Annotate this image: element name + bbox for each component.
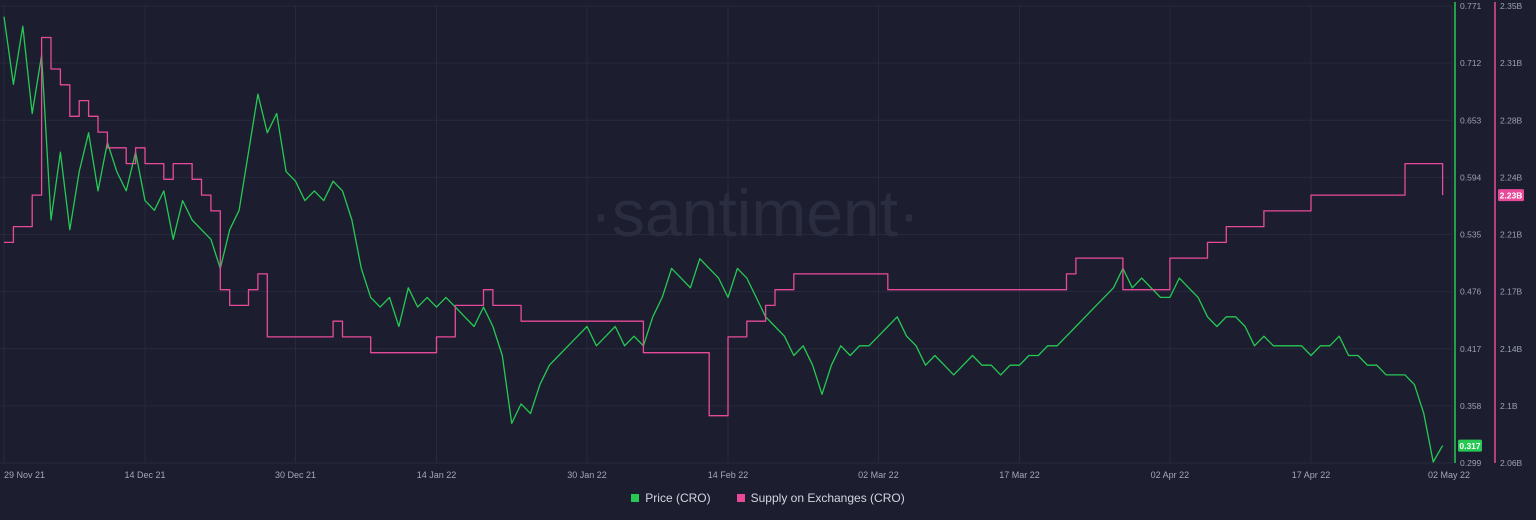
supply-y-tick-label: 2.35B bbox=[1500, 1, 1523, 11]
x-tick-label: 14 Jan 22 bbox=[417, 470, 457, 480]
price-y-tick-label: 0.653 bbox=[1460, 115, 1482, 125]
legend-label-supply: Supply on Exchanges (CRO) bbox=[750, 491, 905, 505]
supply-y-tick-label: 2.1B bbox=[1500, 401, 1518, 411]
x-tick-label: 02 Mar 22 bbox=[858, 470, 899, 480]
supply-swatch-icon bbox=[736, 494, 745, 502]
x-tick-label: 17 Mar 22 bbox=[999, 470, 1040, 480]
axes bbox=[1454, 2, 1496, 463]
watermark: ·santiment· bbox=[590, 176, 920, 250]
x-tick-label: 02 Apr 22 bbox=[1151, 470, 1190, 480]
x-tick-label: 14 Dec 21 bbox=[125, 470, 166, 480]
price-y-tick-label: 0.358 bbox=[1460, 401, 1482, 411]
price-series-line bbox=[3, 16, 1444, 463]
x-tick-label: 29 Nov 21 bbox=[4, 470, 45, 480]
price-y-tick-label: 0.712 bbox=[1460, 58, 1482, 68]
price-y-tick-label: 0.535 bbox=[1460, 230, 1482, 240]
supply-y-tick-label: 2.28B bbox=[1500, 115, 1523, 125]
price-swatch-icon bbox=[631, 494, 640, 502]
price-last-value-label: 0.317 bbox=[1459, 441, 1481, 451]
grid-lines bbox=[0, 5, 1453, 464]
legend-item-supply[interactable]: Supply on Exchanges (CRO) bbox=[736, 491, 905, 505]
axis-labels: 29 Nov 21 14 Dec 21 30 Dec 21 14 Jan 22 30 J… bbox=[4, 1, 1524, 480]
plot-area[interactable] bbox=[3, 16, 1444, 463]
supply-y-tick-label: 2.06B bbox=[1500, 458, 1523, 468]
supply-last-value-label: 2.23B bbox=[1500, 191, 1523, 201]
price-y-tick-label: 0.299 bbox=[1460, 458, 1482, 468]
price-y-tick-label: 0.417 bbox=[1460, 344, 1482, 354]
supply-y-tick-label: 2.21B bbox=[1500, 230, 1523, 240]
x-tick-label: 30 Dec 21 bbox=[275, 470, 316, 480]
x-tick-label: 14 Feb 22 bbox=[708, 470, 749, 480]
price-last-value-badge bbox=[1458, 439, 1482, 452]
supply-y-tick-label: 2.24B bbox=[1500, 172, 1523, 182]
x-tick-label: 02 May 22 bbox=[1428, 470, 1470, 480]
supply-y-tick-label: 2.14B bbox=[1500, 344, 1523, 354]
supply-y-tick-label: 2.17B bbox=[1500, 287, 1523, 297]
price-y-tick-label: 0.594 bbox=[1460, 172, 1482, 182]
x-tick-label: 17 Apr 22 bbox=[1292, 470, 1331, 480]
supply-y-tick-label: 2.31B bbox=[1500, 58, 1523, 68]
legend-label-price: Price (CRO) bbox=[645, 491, 711, 505]
supply-series-line bbox=[4, 36, 1444, 417]
price-y-tick-label: 0.476 bbox=[1460, 287, 1482, 297]
legend: Price (CRO) Supply on Exchanges (CRO) bbox=[0, 491, 1536, 505]
legend-item-price[interactable]: Price (CRO) bbox=[631, 491, 711, 505]
supply-last-value-badge bbox=[1498, 189, 1524, 202]
x-tick-label: 30 Jan 22 bbox=[567, 470, 607, 480]
price-y-tick-label: 0.771 bbox=[1460, 1, 1482, 11]
